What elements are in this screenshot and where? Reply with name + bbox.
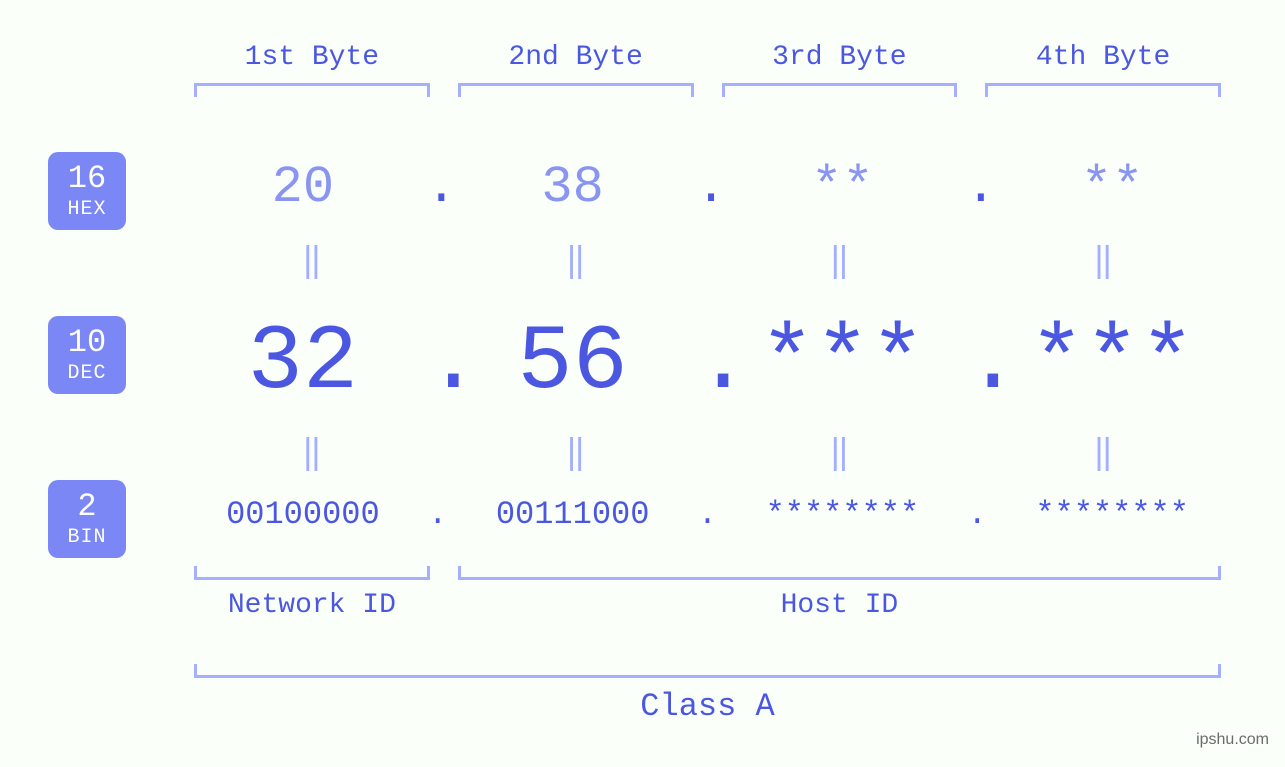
bracket-top-icon — [722, 83, 958, 97]
dot-separator: . — [696, 158, 720, 217]
dot-separator: . — [426, 496, 450, 533]
bin-byte-2: 00111000 — [450, 496, 696, 533]
byte-header-label: 4th Byte — [971, 42, 1235, 73]
equals-icon: ‖ — [444, 240, 708, 282]
id-segment-row: Network ID Host ID — [180, 566, 1235, 621]
byte-header-4: 4th Byte — [971, 42, 1235, 97]
badge-label: HEX — [48, 198, 126, 221]
dec-byte-2: 56 — [450, 310, 696, 415]
bracket-bottom-icon — [194, 664, 1221, 678]
dot-separator: . — [965, 158, 989, 217]
byte-header-label: 2nd Byte — [444, 42, 708, 73]
byte-header-label: 3rd Byte — [708, 42, 972, 73]
equals-icon: ‖ — [708, 240, 972, 282]
base-badge-hex: 16 HEX — [48, 152, 126, 230]
base-badge-bin: 2 BIN — [48, 480, 126, 558]
dot-separator: . — [696, 310, 720, 415]
watermark-text: ipshu.com — [1196, 731, 1269, 749]
bin-value-row: 00100000 . 00111000 . ******** . *******… — [180, 496, 1235, 533]
host-id-label: Host ID — [444, 590, 1235, 621]
network-id-label: Network ID — [180, 590, 444, 621]
badge-label: BIN — [48, 526, 126, 549]
host-id-segment: Host ID — [444, 566, 1235, 621]
badge-number: 2 — [48, 489, 126, 526]
dec-value-row: 32 . 56 . *** . *** — [180, 310, 1235, 415]
dot-separator: . — [426, 310, 450, 415]
equals-icon: ‖ — [708, 432, 972, 474]
equals-icon: ‖ — [971, 240, 1235, 282]
byte-header-label: 1st Byte — [180, 42, 444, 73]
bracket-bottom-icon — [458, 566, 1221, 580]
bracket-top-icon — [985, 83, 1221, 97]
byte-header-1: 1st Byte — [180, 42, 444, 97]
dot-separator: . — [696, 496, 720, 533]
dec-byte-3: *** — [720, 310, 966, 415]
network-id-segment: Network ID — [180, 566, 444, 621]
badge-label: DEC — [48, 362, 126, 385]
hex-byte-1: 20 — [180, 158, 426, 217]
equals-icon: ‖ — [180, 240, 444, 282]
equals-icon: ‖ — [971, 432, 1235, 474]
byte-headers-row: 1st Byte 2nd Byte 3rd Byte 4th Byte — [180, 42, 1235, 97]
hex-byte-4: ** — [989, 158, 1235, 217]
bin-byte-1: 00100000 — [180, 496, 426, 533]
class-segment-row: Class A — [180, 664, 1235, 725]
base-badge-dec: 10 DEC — [48, 316, 126, 394]
dot-separator: . — [965, 496, 989, 533]
hex-byte-2: 38 — [450, 158, 696, 217]
equals-icon: ‖ — [444, 432, 708, 474]
badge-number: 16 — [48, 161, 126, 198]
bracket-top-icon — [194, 83, 430, 97]
dot-separator: . — [965, 310, 989, 415]
class-label: Class A — [180, 688, 1235, 725]
dot-separator: . — [426, 158, 450, 217]
bracket-bottom-icon — [194, 566, 430, 580]
hex-value-row: 20 . 38 . ** . ** — [180, 158, 1235, 217]
byte-header-3: 3rd Byte — [708, 42, 972, 97]
bracket-top-icon — [458, 83, 694, 97]
equals-row-2: ‖ ‖ ‖ ‖ — [180, 432, 1235, 474]
hex-byte-3: ** — [720, 158, 966, 217]
equals-row-1: ‖ ‖ ‖ ‖ — [180, 240, 1235, 282]
equals-icon: ‖ — [180, 432, 444, 474]
bin-byte-3: ******** — [720, 496, 966, 533]
dec-byte-4: *** — [989, 310, 1235, 415]
badge-number: 10 — [48, 325, 126, 362]
bin-byte-4: ******** — [989, 496, 1235, 533]
byte-header-2: 2nd Byte — [444, 42, 708, 97]
dec-byte-1: 32 — [180, 310, 426, 415]
